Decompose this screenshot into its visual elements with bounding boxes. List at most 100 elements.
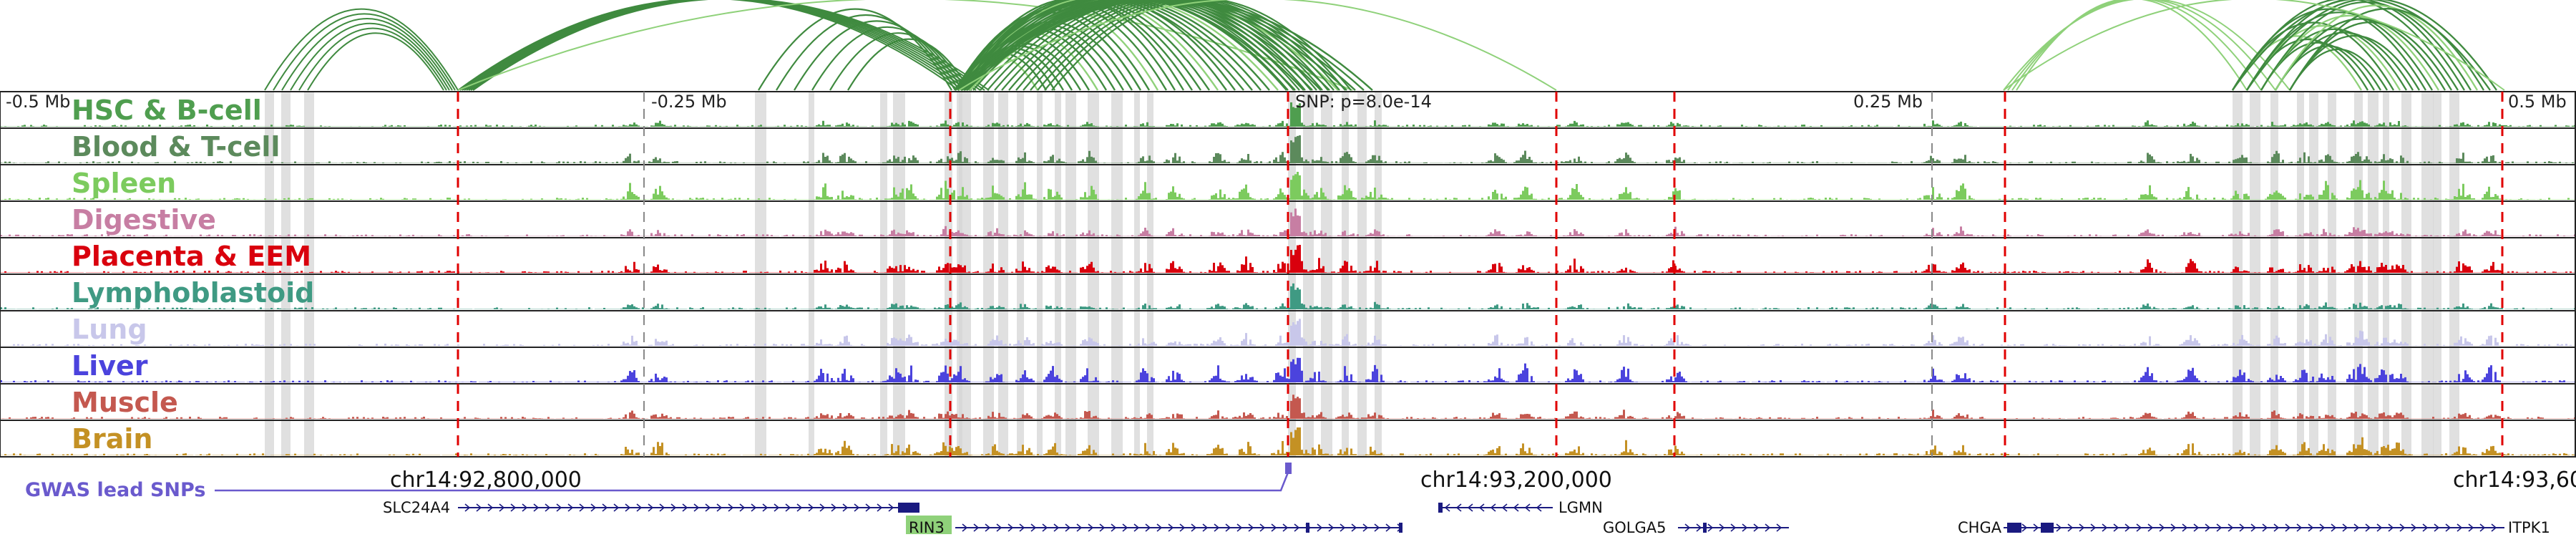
loop-arc: [459, 0, 964, 91]
strand-arrow: [1145, 523, 1151, 532]
strand-arrow: [2285, 523, 2291, 532]
signal-area: [0, 283, 2576, 309]
strand-arrow: [545, 503, 551, 512]
chrom-coordinate-label: chr14:93,200,000: [1420, 468, 1612, 493]
strand-arrow: [2136, 523, 2142, 532]
strand-arrow: [510, 503, 517, 512]
strand-arrow: [739, 503, 746, 512]
loop-arc: [1008, 0, 1317, 91]
strand-arrow: [1730, 523, 1737, 532]
gene-highlight: [906, 516, 952, 534]
strand-arrow: [2147, 523, 2154, 532]
strand-arrow: [1536, 503, 1542, 512]
strand-arrow: [1776, 523, 1782, 532]
strand-arrow: [1236, 523, 1243, 532]
gene-golga5[interactable]: GOLGA5: [1603, 519, 1789, 536]
strand-arrow: [1707, 523, 1714, 532]
strand-arrow: [842, 503, 849, 512]
loop-arc: [466, 0, 977, 91]
strand-arrow: [865, 503, 872, 512]
strand-arrow: [2273, 523, 2280, 532]
strand-arrow: [2422, 523, 2429, 532]
strand-arrow: [774, 503, 780, 512]
strand-arrow: [808, 503, 814, 512]
gene-label: ITPK1: [2508, 519, 2550, 536]
strand-arrow: [973, 523, 980, 532]
strand-arrow: [2250, 523, 2257, 532]
loop-arc: [457, 0, 1353, 91]
strand-arrow: [1524, 503, 1531, 512]
strand-arrow: [636, 503, 643, 512]
track-label: Lung: [72, 314, 147, 345]
strand-arrow: [2468, 523, 2474, 532]
strand-arrow: [1111, 523, 1117, 532]
loop-arc: [847, 38, 970, 91]
signal-area: [0, 172, 2576, 200]
gene-lgmn[interactable]: LGMN: [1438, 499, 1603, 516]
gene-label: CHGA: [1958, 519, 2002, 536]
strand-arrow: [2102, 523, 2108, 532]
strand-arrow: [796, 503, 803, 512]
loop-arc: [955, 0, 1296, 91]
strand-arrow: [1214, 523, 1220, 532]
loop-arc: [2016, 0, 2248, 91]
strand-arrow: [613, 503, 620, 512]
gene-slc24a4[interactable]: SLC24A4: [383, 499, 919, 516]
strand-arrow: [464, 503, 471, 512]
strand-arrow: [1753, 523, 1760, 532]
strand-arrow: [785, 503, 791, 512]
strand-arrow: [2376, 523, 2383, 532]
track-label: Muscle: [72, 387, 178, 418]
loop-arc: [472, 0, 990, 91]
strand-arrow: [985, 523, 991, 532]
strand-arrow: [1156, 523, 1163, 532]
strand-arrow: [1099, 523, 1106, 532]
loop-arc: [464, 0, 972, 91]
strand-arrow: [1684, 523, 1691, 532]
gene-exon: [2007, 523, 2021, 533]
strand-arrow: [1088, 523, 1094, 532]
loop-arc: [2003, 0, 2290, 91]
strand-arrow: [2319, 523, 2326, 532]
strand-arrow: [1490, 503, 1496, 512]
strand-arrow: [1328, 523, 1335, 532]
strand-arrow: [533, 503, 540, 512]
gene-exon: [2041, 523, 2054, 533]
strand-arrow: [1122, 523, 1128, 532]
gene-itpk1[interactable]: ITPK1: [2508, 519, 2550, 536]
strand-arrow: [2457, 523, 2463, 532]
loop-arc: [468, 0, 981, 91]
track-label: Liver: [72, 350, 148, 382]
track-signal-1: [0, 135, 2576, 163]
strand-arrow: [854, 503, 860, 512]
gene-exon: [1438, 503, 1443, 513]
strand-arrow: [2193, 523, 2200, 532]
gene-chga[interactable]: CHGA: [1958, 519, 2504, 536]
loop-arc: [298, 27, 447, 91]
loop-arc: [264, 8, 459, 91]
strand-arrow: [625, 503, 631, 512]
strand-arrow: [1742, 523, 1748, 532]
strand-arrow: [1259, 523, 1266, 532]
loop-arc: [987, 0, 1300, 91]
strand-arrow: [556, 503, 562, 512]
loop-arc: [957, 0, 1202, 91]
strand-arrow: [2182, 523, 2188, 532]
track-signal-9: [0, 427, 2576, 455]
strand-arrow: [819, 503, 826, 512]
track-signal-5: [0, 283, 2576, 309]
gene-rin3[interactable]: RIN3: [906, 516, 1403, 536]
gwas-snp-marker[interactable]: [1285, 463, 1292, 474]
strand-arrow: [2308, 523, 2314, 532]
strand-arrow: [1019, 523, 1025, 532]
strand-arrow: [579, 503, 585, 512]
chrom-coordinate-label: chr14:93,60: [2453, 468, 2576, 493]
strand-arrow: [1076, 523, 1083, 532]
strand-arrow: [682, 503, 688, 512]
strand-arrow: [716, 503, 723, 512]
strand-arrow: [1294, 523, 1300, 532]
track-label: Brain: [72, 423, 152, 455]
signal-area: [0, 135, 2576, 163]
strand-arrow: [1065, 523, 1071, 532]
